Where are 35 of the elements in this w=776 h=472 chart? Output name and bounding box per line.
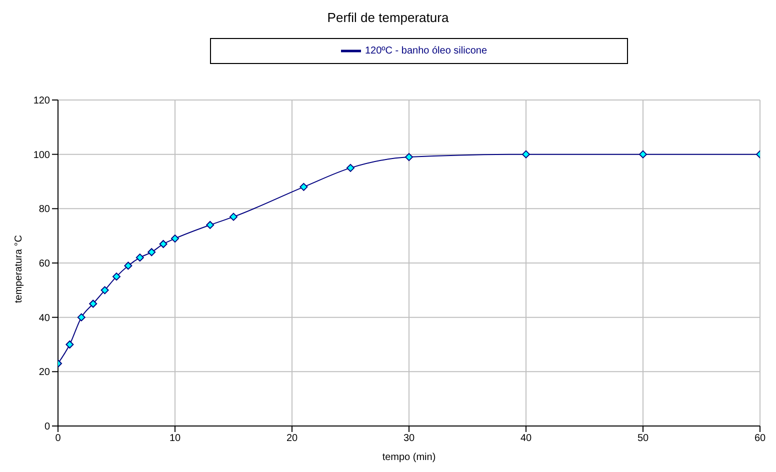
y-tick-label: 100 — [33, 150, 50, 161]
y-tick-label: 0 — [44, 422, 50, 433]
point — [100, 286, 109, 294]
x-tick-label: 50 — [637, 433, 649, 444]
point — [639, 150, 647, 158]
x-tick-label: 60 — [754, 433, 766, 444]
point — [159, 240, 168, 248]
x-tick-label: 0 — [55, 433, 62, 444]
point — [136, 254, 144, 262]
legend-label: 120ºC - banho óleo silicone — [364, 46, 488, 57]
point — [77, 313, 86, 322]
y-axis-title: temperatura °C — [14, 235, 25, 303]
point — [206, 220, 214, 229]
x-tick-label: 10 — [169, 433, 181, 444]
x-axis-title: tempo (min) — [382, 452, 436, 463]
y-tick-label: 80 — [38, 204, 50, 216]
point — [148, 248, 156, 256]
y-tick-label: 120 — [33, 96, 50, 107]
y-tick-label: 40 — [38, 312, 50, 324]
point — [171, 234, 179, 243]
point — [522, 150, 530, 158]
point — [89, 300, 98, 308]
y-tick-label: 20 — [38, 367, 50, 378]
x-tick-label: 40 — [520, 433, 532, 444]
point — [405, 153, 413, 162]
x-tick-label: 20 — [286, 433, 298, 444]
y-tick-label: 60 — [38, 258, 50, 270]
point — [66, 340, 74, 348]
point — [124, 262, 132, 270]
point — [346, 164, 354, 172]
point — [230, 212, 238, 221]
x-tick-label: 30 — [403, 433, 415, 444]
chart-title: Perfil de temperatura — [326, 10, 450, 26]
point — [300, 182, 308, 191]
point — [112, 272, 120, 281]
